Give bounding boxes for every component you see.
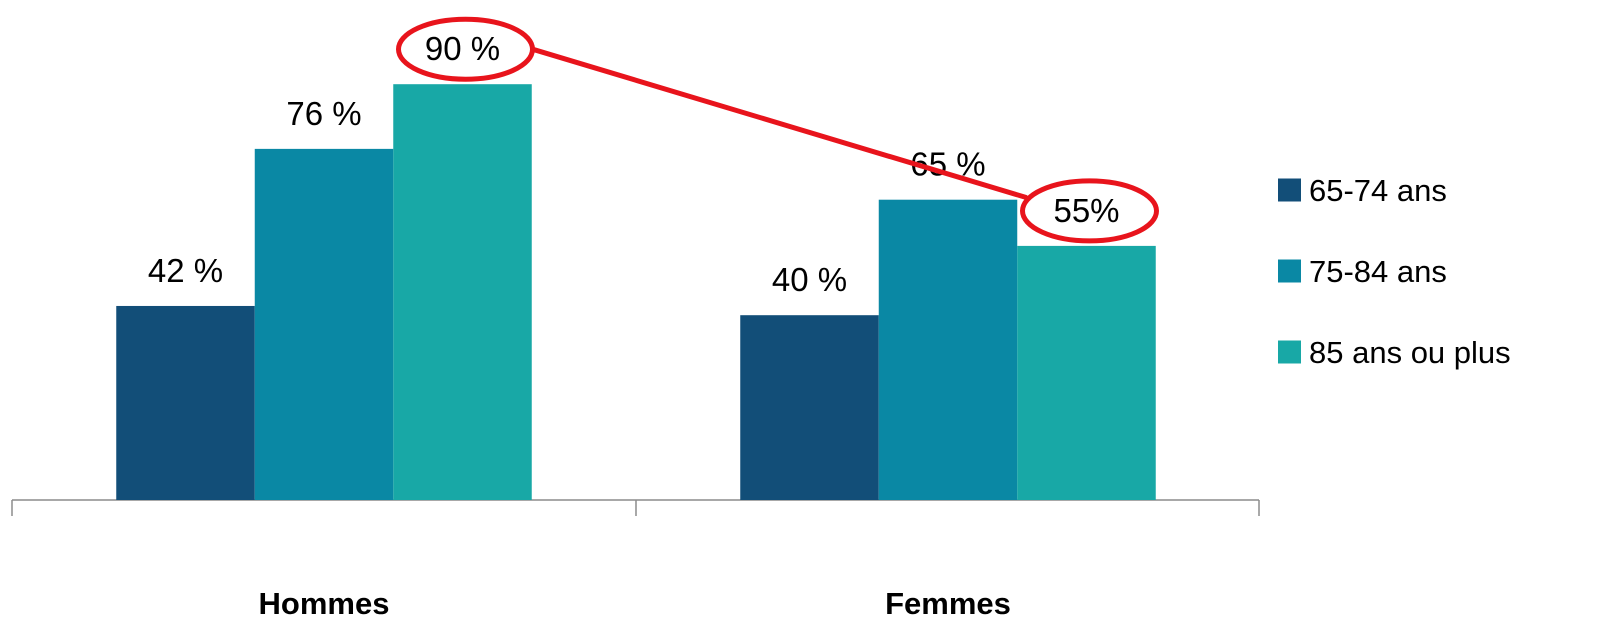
bar-hommes-85-ans-ou-plus bbox=[393, 84, 532, 500]
legend-swatch-75-84-ans bbox=[1278, 259, 1301, 283]
highlight-ellipse-hommes bbox=[396, 16, 535, 82]
bar-hommes-65-74-ans bbox=[116, 305, 255, 500]
legend-swatch-65-74-ans bbox=[1278, 178, 1301, 202]
bar-femmes-75-84-ans bbox=[878, 199, 1018, 500]
data-label-femmes-85-ans-ou-plus: 55% bbox=[1053, 192, 1119, 229]
category-axis bbox=[11, 499, 1260, 516]
legend-label-75-84-ans: 75-84 ans bbox=[1309, 254, 1447, 289]
data-label-hommes-85-ans-ou-plus: 90 % bbox=[425, 30, 500, 67]
data-label-hommes-75-84-ans: 76 % bbox=[286, 95, 361, 132]
data-labels: 42 %76 %90 %40 %65 %55% bbox=[148, 30, 1120, 298]
highlight-ellipse-femmes bbox=[1020, 178, 1159, 244]
bar-femmes-65-74-ans bbox=[740, 315, 879, 500]
data-label-hommes-65-74-ans: 42 % bbox=[148, 252, 223, 289]
bar-femmes-85-ans-ou-plus bbox=[1017, 245, 1156, 500]
legend: 65-74 ans 75-84 ans 85 ans ou plus bbox=[1278, 173, 1511, 370]
legend-label-85-ans-ou-plus: 85 ans ou plus bbox=[1309, 335, 1511, 370]
highlight-annotation bbox=[396, 16, 1159, 244]
bar-hommes-75-84-ans bbox=[254, 148, 394, 500]
legend-swatch-85-ans-ou-plus bbox=[1278, 340, 1301, 364]
legend-label-65-74-ans: 65-74 ans bbox=[1309, 173, 1447, 208]
category-label-hommes: Hommes bbox=[259, 586, 390, 621]
category-labels: Hommes Femmes bbox=[259, 586, 1011, 621]
category-label-femmes: Femmes bbox=[885, 586, 1011, 621]
data-label-femmes-65-74-ans: 40 % bbox=[772, 261, 847, 298]
bars bbox=[116, 84, 1156, 500]
highlight-connector-line bbox=[530, 46, 1029, 200]
